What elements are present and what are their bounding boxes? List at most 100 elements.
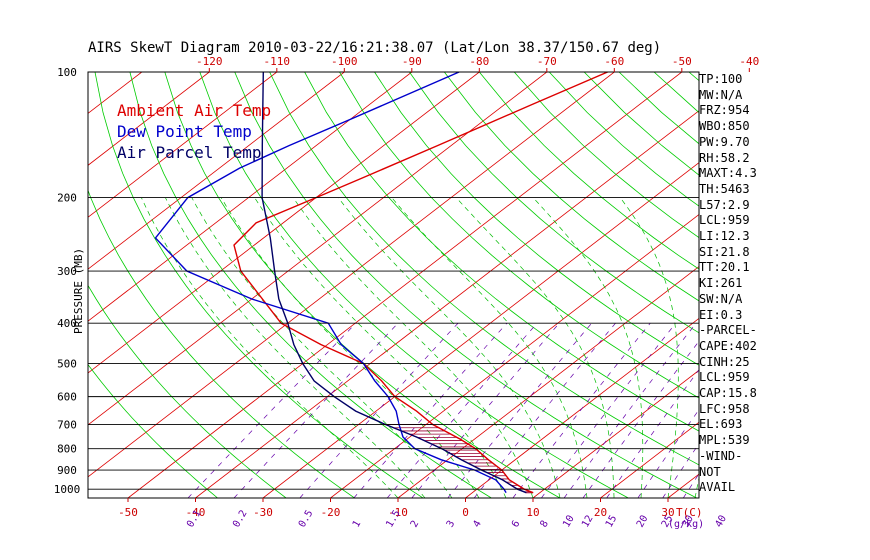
mixing-ratio-label: 1 [351,519,364,530]
index-item: LCL:959 [699,213,750,228]
mixing-ratio-unit-label: (g/kg) [668,519,704,530]
bottom-tick-label: 30 [661,506,674,519]
index-item: LI:12.3 [699,229,750,243]
mixing-ratio-line [582,340,699,498]
dry-adiabat-line [304,72,699,432]
top-tick-label: -70 [537,55,557,68]
index-item: LFC:958 [699,401,750,416]
dry-adiabat-line [409,72,699,334]
mixing-ratio-label: 3 [445,519,458,530]
top-tick-label: -100 [331,55,358,68]
mixing-ratio-line [606,369,699,498]
isotherm-line [330,214,699,498]
dry-adiabat-line [164,72,561,498]
index-item: MPL:539 [699,433,750,448]
legend-ambient: Ambient Air Temp [117,101,272,120]
dry-adiabat-line [794,72,870,498]
top-tick-label: -90 [402,55,422,68]
index-item: LCL:959 [699,370,750,385]
mixing-ratio-label: 40 [713,514,729,530]
bottom-tick-label: 10 [526,506,539,519]
dry-adiabat-line [199,72,629,498]
moist-adiabat-line [292,197,534,498]
mixing-ratio-line [447,322,592,498]
mixing-ratio-line [541,322,677,498]
top-tick-label: -120 [196,55,223,68]
index-item: WBO:850 [699,119,750,134]
pressure-tick-label: 400 [57,317,77,330]
moist-adiabat-line [455,197,615,498]
mixing-ratio-line [512,322,651,498]
bottom-tick-label: -30 [253,506,273,519]
pressure-tick-label: 300 [57,265,77,278]
plot-frame [87,71,700,499]
isotherm-line [262,162,699,498]
dry-adiabat-line [339,72,699,399]
dry-adiabat-line [513,72,699,239]
dry-adiabat-line [443,72,699,302]
bottom-tick-label: -10 [388,506,408,519]
index-item: MAXT:4.3 [699,166,757,181]
mixing-ratio-line [187,322,357,498]
isotherm-line [88,72,278,218]
pressure-tick-label: 100 [57,66,77,79]
dry-adiabat-line [88,284,287,498]
bottom-tick-label: -40 [186,506,206,519]
mixing-ratio-label: 12 [580,514,596,530]
index-item: SW:N/A [699,291,743,306]
index-item: RH:58.2 [699,150,750,165]
moist-adiabat-line [619,197,679,498]
isotherm-line [397,265,699,498]
index-item: CAPE:402 [699,338,757,353]
moist-adiabat-line [191,197,453,498]
dry-adiabat-line [88,189,355,498]
dry-adiabat-line [129,72,492,498]
dry-adiabat-line [864,72,870,498]
mixing-ratio-label: 15 [604,514,620,530]
mixing-ratio-label: 30 [680,514,696,530]
mixing-ratio-label: 10 [561,514,577,530]
dry-adiabat-line [374,72,699,366]
moist-adiabat-line [141,197,399,498]
mixing-ratio-line [473,322,616,498]
isotherm-line [127,72,683,498]
top-tick-label: -50 [672,55,692,68]
index-item: -PARCEL- [699,323,757,338]
index-item: EI:0.3 [699,307,743,322]
isotherm-line [88,72,413,322]
bottom-tick-label: -50 [118,506,138,519]
moist-adiabat-line [220,197,480,498]
bottom-tick-label: 20 [594,506,607,519]
mixing-ratio-line [683,473,699,498]
dry-adiabat-line [269,72,699,466]
isotherm-line [88,72,210,166]
isotherm-line [532,369,699,498]
mixing-ratio-label: 0.2 [231,508,250,529]
dry-adiabat-line [759,72,870,498]
dry-adiabat-line [478,72,699,270]
mixing-ratio-line [662,443,699,498]
isotherm-line [0,72,74,498]
moist-adiabat-line [532,197,644,498]
pressure-tick-label: 800 [57,443,77,456]
pressure-tick-label: 500 [57,358,77,371]
pressure-tick-label: 200 [57,192,77,205]
mixing-ratio-line [299,322,459,498]
pressure-tick-label: 1000 [54,483,81,496]
index-item: PW:9.70 [699,134,750,149]
isotherm-line [88,72,548,426]
bottom-tick-label: 0 [462,506,469,519]
mixing-ratio-label: 8 [538,519,551,530]
parcel-temp-line [261,72,527,494]
index-item: TH:5463 [699,181,750,196]
index-item: NOT [699,464,721,479]
isotherm-line [736,72,870,498]
dry-adiabat-line [829,72,870,498]
index-item: KI:261 [699,276,743,291]
isotherm-line [88,72,615,478]
index-item: AVAIL [699,480,736,495]
dry-adiabat-line [94,72,424,498]
legend-parcel: Air Parcel Temp [117,143,262,162]
mixing-ratio-label: 6 [510,519,523,530]
